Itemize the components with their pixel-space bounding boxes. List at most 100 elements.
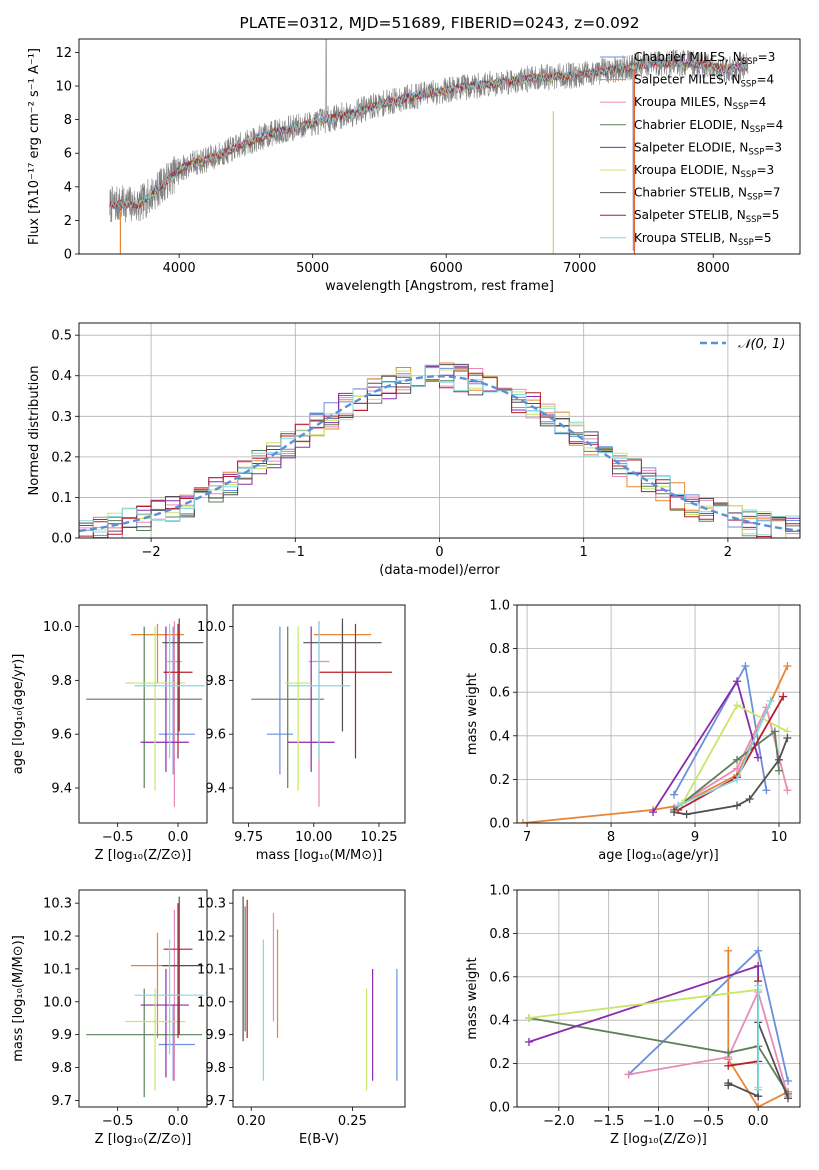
weight-marker: [754, 981, 763, 990]
x-axis-label: Z [log₁₀(Z/Z⊙)]: [95, 848, 192, 863]
weight-marker: [733, 775, 742, 784]
x-tick-label: −0.5: [102, 830, 134, 845]
y-tick-label: 9.6: [205, 728, 226, 743]
y-tick-label: 0.0: [51, 532, 72, 547]
weight-marker: [733, 677, 742, 686]
x-tick-label: 7: [523, 830, 531, 845]
mass_vs_z-plot: [86, 896, 205, 1098]
weight-marker: [518, 819, 527, 823]
legend-label: Salpeter ELODIE, NSSP=3: [634, 140, 782, 157]
x-tick-label: 7000: [563, 261, 596, 276]
legend: Chabrier MILES, NSSP=3 Salpeter MILES, NS…: [600, 50, 783, 248]
age_vs_z-plot: [86, 618, 205, 807]
weight-marker: [754, 753, 763, 762]
y-tick-label: 9.7: [51, 1094, 72, 1109]
y-tick-label: 10.0: [197, 995, 226, 1010]
x-tick-label: 9.75: [234, 830, 263, 845]
age_vs_mass-plot: [251, 618, 392, 807]
y-tick-label: 0.5: [51, 329, 72, 344]
weight-marker: [745, 795, 754, 804]
x-axis-label: Z [log₁₀(Z/Z⊙)]: [610, 1132, 707, 1147]
x-axis-label: (data-model)/error: [379, 563, 500, 578]
weight-marker: [783, 733, 792, 742]
mass_vs_z-frame: [78, 889, 208, 1108]
x-tick-label: 0.0: [168, 830, 189, 845]
y-tick-label: 9.8: [205, 1061, 226, 1076]
weight-marker: [784, 1076, 793, 1085]
x-tick-label: 8000: [697, 261, 730, 276]
weight-marker: [762, 786, 771, 795]
weight-line: [528, 964, 759, 1097]
x-tick-label: −1.0: [643, 1114, 675, 1129]
x-tick-label: −0.5: [102, 1114, 134, 1129]
weight-marker: [724, 1061, 733, 1070]
weights_vs_age-frame: [516, 604, 801, 824]
x-tick-label: 9: [691, 830, 699, 845]
legend-label: Chabrier ELODIE, NSSP=4: [634, 118, 783, 135]
x-tick-label: 0.25: [338, 1114, 367, 1129]
x-tick-label: 2: [724, 545, 732, 560]
age_vs_z-axes: −0.5 0.0 9.4 9.6 9.8 10.0 Z [log₁₀(Z/Z⊙)] age […: [11, 620, 191, 863]
y-axis-label: age [log₁₀(age/yr)]: [11, 654, 26, 775]
y-tick-label: 10.2: [197, 930, 226, 945]
residual-histogram: [79, 364, 800, 538]
weight-marker: [754, 946, 763, 955]
weights_vs_z-frame: [516, 889, 801, 1108]
y-tick-label: 10.2: [43, 930, 72, 945]
y-tick-label: 10.0: [43, 995, 72, 1010]
weight-line: [681, 704, 788, 804]
weight-marker: [649, 808, 658, 817]
weight-marker: [733, 755, 742, 764]
weight-marker: [766, 696, 775, 705]
x-axis-label: wavelength [Angstrom, rest frame]: [325, 279, 554, 294]
weight-marker: [775, 755, 784, 764]
y-tick-label: 0.0: [489, 1101, 510, 1116]
y-tick-label: 9.4: [51, 782, 72, 797]
y-tick-label: 0.8: [489, 642, 510, 657]
y-tick-label: 9.9: [51, 1028, 72, 1043]
y-tick-label: 0.8: [489, 927, 510, 942]
y-tick-label: 6: [64, 147, 72, 162]
y-tick-label: 9.9: [205, 1028, 226, 1043]
weight-marker: [724, 946, 733, 955]
legend-label: Kroupa ELODIE, NSSP=3: [634, 163, 774, 180]
x-axis-label: age [log₁₀(age/yr)]: [598, 848, 719, 863]
x-tick-label: 0.20: [237, 1114, 266, 1129]
model-spectrum: [109, 57, 748, 210]
weight-marker: [733, 801, 742, 810]
weight-marker: [674, 801, 683, 810]
x-tick-label: −0.5: [693, 1114, 725, 1129]
y-tick-label: 0.6: [489, 686, 510, 701]
weight-marker: [670, 790, 679, 799]
normal-curve: [79, 374, 800, 533]
y-tick-label: 9.8: [51, 674, 72, 689]
y-tick-label: 4: [64, 180, 72, 195]
y-tick-label: 0: [64, 248, 72, 263]
y-tick-label: 10.3: [43, 897, 72, 912]
legend-label: Salpeter STELIB, NSSP=5: [634, 208, 779, 225]
weight-marker: [624, 1070, 633, 1079]
weights_vs_z-axes: −2.0 −1.5 −1.0 −0.5 0.0 0.0 0.2 0.4 0.6 0.8 1.0 Z […: [465, 884, 800, 1147]
age_vs_z-frame: [78, 604, 208, 824]
y-tick-label: 0.2: [489, 1057, 510, 1072]
age_vs_mass-frame: [232, 604, 406, 824]
y-axis-label: mass [log₁₀(M/M⊙)]: [11, 935, 26, 1062]
legend-label: Chabrier STELIB, NSSP=7: [634, 186, 781, 203]
mass_vs_z-axes: −0.5 0.0 9.7 9.8 9.9 10.0 10.1 10.2 10.3 Z [log₁₀…: [11, 897, 191, 1147]
y-tick-label: 1.0: [489, 599, 510, 614]
weight-marker: [524, 1014, 533, 1023]
legend-label: 𝒩(0, 1): [738, 337, 785, 352]
model-spectrum: [109, 57, 748, 210]
weight-marker: [670, 808, 679, 817]
x-tick-label: −1: [286, 545, 305, 560]
y-axis-label: mass weight: [465, 673, 480, 755]
mass_vs_ebv-frame: [232, 889, 406, 1108]
y-tick-label: 9.8: [205, 674, 226, 689]
weight-marker: [754, 1059, 763, 1068]
legend-label: Salpeter MILES, NSSP=4: [634, 73, 774, 90]
x-tick-label: 8: [607, 830, 615, 845]
weights_vs_age-plot: [518, 662, 792, 823]
weight-marker: [524, 1037, 533, 1046]
y-tick-label: 0.4: [489, 1014, 510, 1029]
